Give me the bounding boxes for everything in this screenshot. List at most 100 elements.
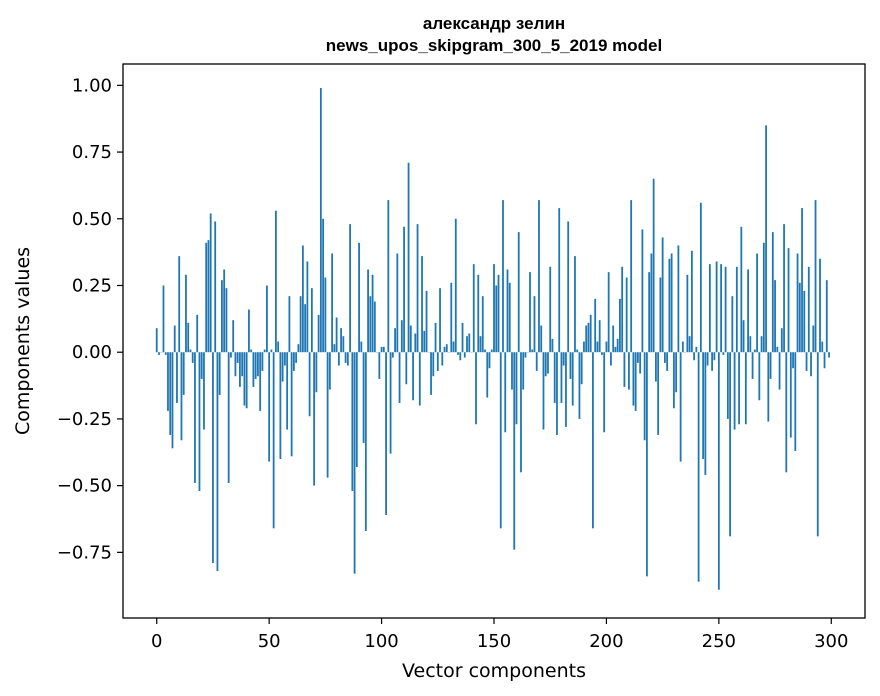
bar <box>711 352 713 371</box>
bar <box>198 352 201 491</box>
bar <box>744 352 747 425</box>
bar <box>553 352 556 403</box>
bar <box>520 352 522 473</box>
bar <box>544 352 547 377</box>
bar <box>187 322 190 353</box>
bar <box>607 272 610 353</box>
bar <box>180 352 183 441</box>
bar <box>792 352 794 369</box>
bar <box>275 210 277 353</box>
bar <box>434 322 437 353</box>
y-tick-label: −0.50 <box>57 476 112 497</box>
bar <box>531 349 534 353</box>
bar <box>497 274 500 353</box>
bar <box>461 322 464 353</box>
bar <box>362 352 365 443</box>
bar <box>313 352 316 486</box>
bar <box>288 296 291 353</box>
bar <box>488 352 491 369</box>
bar <box>502 200 504 353</box>
bar <box>389 352 392 454</box>
bar <box>360 341 363 353</box>
bar <box>594 298 597 353</box>
bar <box>816 352 819 537</box>
bar <box>803 290 806 353</box>
bar <box>452 341 455 353</box>
bar <box>733 352 736 430</box>
bar <box>254 352 257 379</box>
bar <box>610 352 612 366</box>
bar <box>688 336 691 353</box>
bar <box>672 352 675 409</box>
bar <box>630 200 633 353</box>
bar <box>331 253 334 353</box>
chart-subtitle: news_upos_skipgram_300_5_2019 model <box>326 36 662 55</box>
chart-title: александр зелин <box>423 14 565 33</box>
bar <box>540 325 543 353</box>
bar <box>248 309 250 353</box>
bar <box>735 266 738 353</box>
bar <box>243 352 246 406</box>
bar <box>578 352 581 419</box>
bar <box>598 320 601 353</box>
bar <box>364 352 367 532</box>
bar <box>387 200 390 353</box>
y-tick-label: −0.25 <box>57 409 112 430</box>
bar <box>596 341 599 353</box>
y-tick-label: 0.25 <box>72 275 112 296</box>
bar <box>443 346 446 353</box>
bar <box>421 256 423 353</box>
bar <box>346 352 349 366</box>
bar <box>250 349 253 353</box>
bar <box>400 320 403 353</box>
bar <box>169 352 172 435</box>
bar <box>605 341 608 353</box>
bar <box>322 218 325 353</box>
bar <box>760 336 763 353</box>
bar <box>574 256 576 353</box>
bar <box>508 282 511 353</box>
bar <box>513 352 516 550</box>
bar <box>724 266 727 353</box>
bar <box>324 277 327 353</box>
bar <box>807 266 810 353</box>
bar <box>178 256 181 353</box>
bar <box>522 352 525 390</box>
bar <box>614 346 617 353</box>
bar <box>176 352 178 403</box>
bar <box>515 352 518 425</box>
bar <box>398 352 401 403</box>
bar <box>511 352 513 390</box>
bar <box>459 352 462 361</box>
bar <box>637 352 639 363</box>
bar <box>475 352 477 425</box>
bar <box>257 352 259 377</box>
bar <box>239 352 241 387</box>
bar <box>765 125 767 353</box>
bar <box>812 325 815 353</box>
y-tick-label: −0.75 <box>57 542 112 563</box>
bar <box>191 352 194 363</box>
bar <box>333 344 336 353</box>
bar <box>425 290 428 353</box>
bar <box>214 221 217 353</box>
bar <box>367 269 369 353</box>
bar <box>308 352 311 417</box>
bar <box>292 352 295 371</box>
bar <box>355 352 358 467</box>
bar <box>583 341 585 353</box>
bar <box>310 288 313 353</box>
bar <box>679 352 682 462</box>
bar <box>623 352 626 387</box>
bar <box>340 328 342 353</box>
bar <box>742 320 745 353</box>
bar <box>484 349 486 353</box>
y-tick-label: 0.50 <box>72 209 112 230</box>
bar <box>720 264 722 353</box>
bar <box>740 226 743 353</box>
bar <box>787 248 790 353</box>
bar <box>825 280 828 353</box>
y-axis: 1.00 0.75 0.50 0.25 0.00 −0.25 −0.50 −0.75 <box>57 75 123 563</box>
bar <box>277 341 280 353</box>
bar <box>373 301 376 353</box>
